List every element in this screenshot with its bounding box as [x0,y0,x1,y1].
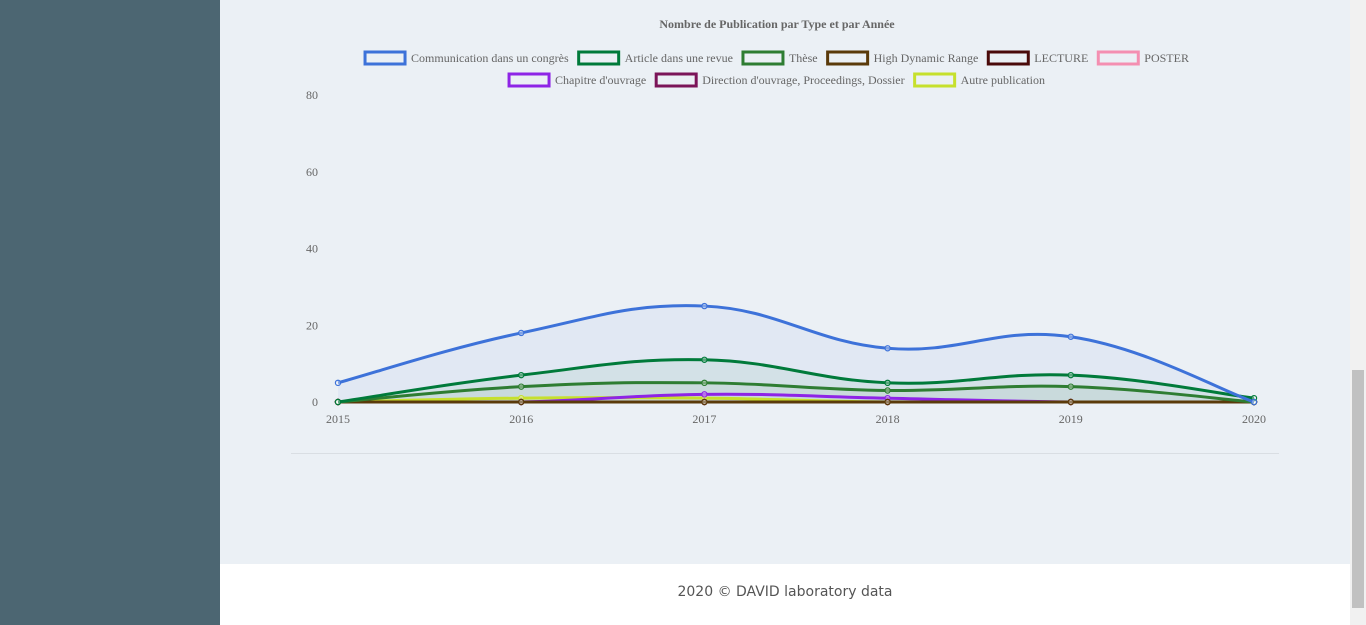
x-tick-label: 2018 [876,412,900,426]
data-point[interactable] [334,398,342,406]
x-tick-label: 2016 [509,412,533,426]
legend-label: Chapitre d'ouvrage [555,73,646,87]
data-point[interactable] [1250,398,1258,406]
legend-label: High Dynamic Range [874,51,979,65]
legend-label: Autre publication [961,73,1045,87]
y-axis: 0 20 40 60 80 [306,88,318,409]
legend-swatch [986,50,1030,66]
data-point[interactable] [518,329,525,337]
series-line [337,304,1255,404]
legend-label: POSTER [1144,51,1189,65]
data-point[interactable] [1067,333,1075,340]
data-point[interactable] [701,356,708,363]
legend-swatch [741,50,785,66]
data-point[interactable] [518,371,525,379]
legend-label: LECTURE [1034,51,1088,65]
data-point[interactable] [701,379,708,387]
legend-swatch [577,50,621,66]
footer-text: 2020 © DAVID laboratory data [677,584,893,600]
legend-swatch [507,72,551,88]
main-content [220,0,1350,564]
chart-legend: Communication dans un congrès Article dan… [363,50,1189,88]
data-point[interactable] [518,398,525,406]
y-tick-label: 0 [312,395,318,409]
data-point[interactable] [1067,398,1075,406]
legend-item[interactable]: POSTER [1096,50,1189,66]
data-point[interactable] [334,379,342,387]
series-line [337,381,1255,404]
data-point[interactable] [1067,371,1075,379]
x-tick-label: 2017 [692,412,716,426]
legend-label: Direction d'ouvrage, Proceedings, Dossie… [702,73,904,87]
legend-item[interactable]: High Dynamic Range [826,50,979,66]
data-point[interactable] [701,302,708,310]
data-point[interactable] [884,345,891,352]
x-tick-label: 2019 [1059,412,1083,426]
y-tick-label: 80 [306,88,318,102]
data-point[interactable] [518,383,525,390]
footer: 2020 © DAVID laboratory data [220,564,1350,625]
data-point[interactable] [884,387,891,394]
legend-label: Thèse [789,51,818,65]
data-point[interactable] [884,398,891,406]
sidebar [0,0,220,625]
data-point[interactable] [701,391,708,398]
x-tick-label: 2015 [326,412,350,426]
legend-item[interactable]: LECTURE [986,50,1088,66]
series-line [337,358,1255,404]
scrollbar-thumb[interactable] [1352,370,1364,608]
data-point[interactable] [1067,383,1075,390]
legend-item[interactable]: Communication dans un congrès [363,50,569,66]
legend-item[interactable]: Thèse [741,50,818,66]
legend-swatch [363,50,407,66]
y-tick-label: 60 [306,165,318,179]
legend-swatch [826,50,870,66]
legend-item[interactable]: Direction d'ouvrage, Proceedings, Dossie… [654,72,905,88]
chart-series [334,302,1258,406]
y-tick-label: 20 [306,318,318,332]
legend-item[interactable]: Article dans une revue [577,50,733,66]
y-tick-label: 40 [306,242,318,256]
data-point[interactable] [884,379,891,387]
legend-label: Communication dans un congrès [411,51,569,65]
legend-swatch [913,72,957,88]
x-tick-label: 2020 [1242,412,1266,426]
series-area [338,305,1254,402]
legend-label: Article dans une revue [625,51,733,65]
legend-item[interactable]: Chapitre d'ouvrage [507,72,646,88]
legend-swatch [1096,50,1140,66]
legend-swatch [654,72,698,88]
x-axis: 2015 2016 2017 2018 2019 2020 [326,412,1266,426]
chart-title: Nombre de Publication par Type et par An… [659,17,895,31]
data-point[interactable] [701,398,708,406]
legend-item[interactable]: Autre publication [913,72,1045,88]
divider [291,453,1279,454]
